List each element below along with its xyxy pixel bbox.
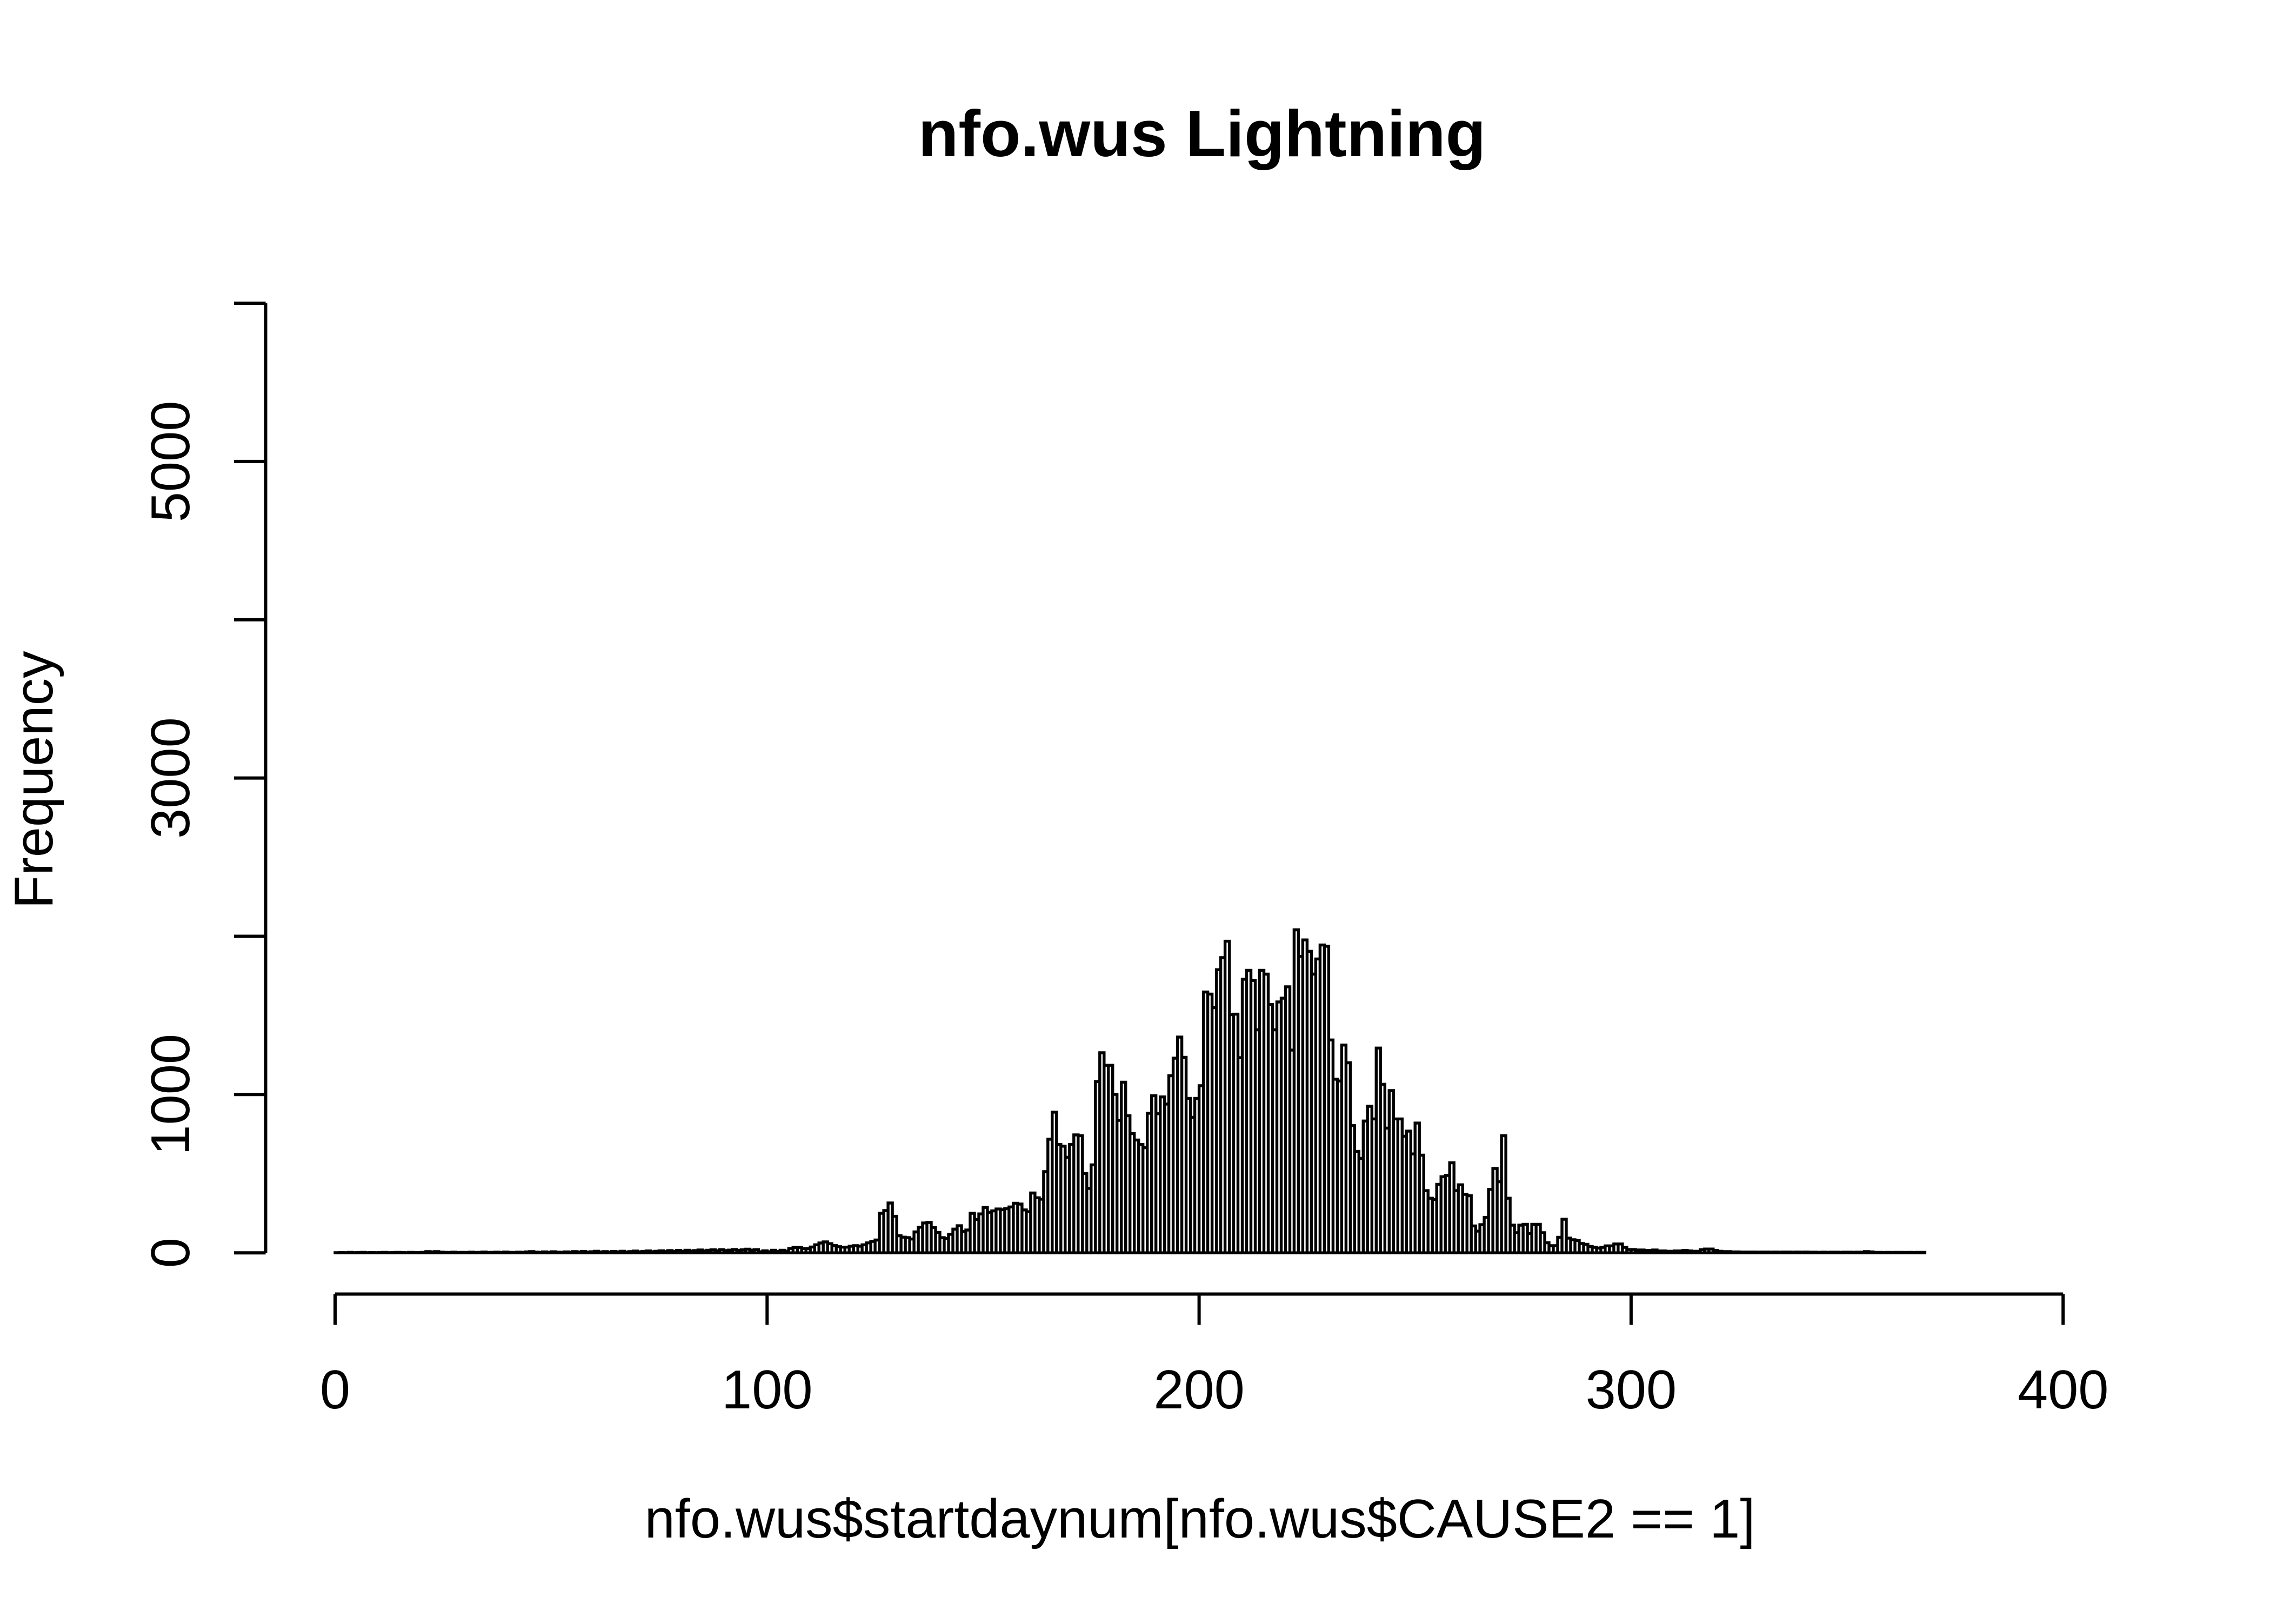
svg-text:0: 0 bbox=[141, 1238, 201, 1268]
svg-text:100: 100 bbox=[722, 1360, 813, 1420]
svg-text:0: 0 bbox=[320, 1360, 350, 1420]
svg-text:nfo.wus$startdaynum[nfo.wus$CA: nfo.wus$startdaynum[nfo.wus$CAUSE2 == 1] bbox=[645, 1489, 1755, 1549]
svg-text:400: 400 bbox=[2018, 1360, 2109, 1420]
svg-text:1000: 1000 bbox=[141, 1034, 201, 1155]
svg-text:3000: 3000 bbox=[141, 717, 201, 839]
svg-text:200: 200 bbox=[1153, 1360, 1245, 1420]
svg-text:nfo.wus Lightning: nfo.wus Lightning bbox=[918, 97, 1486, 170]
svg-text:5000: 5000 bbox=[141, 401, 201, 523]
svg-text:300: 300 bbox=[1586, 1360, 1677, 1420]
svg-text:Frequency: Frequency bbox=[4, 651, 64, 909]
